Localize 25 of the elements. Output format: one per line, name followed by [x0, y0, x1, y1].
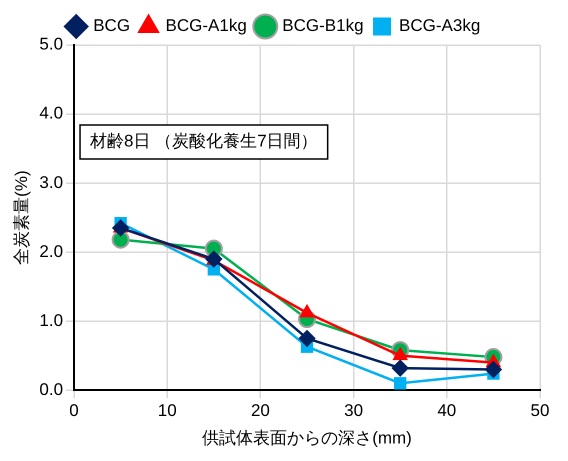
point [112, 219, 130, 236]
point [394, 377, 406, 390]
x-tick-label: 20 [250, 401, 270, 420]
x-tick-label: 50 [530, 401, 550, 420]
legend-label: BCG-A3kg [399, 16, 480, 36]
y-tick-label: 0.0 [39, 380, 64, 399]
point [484, 360, 502, 378]
y-axis-title: 全炭素量(%) [12, 170, 31, 265]
legend-label: BCG [93, 16, 130, 36]
legend-label: BCG-B1kg [282, 16, 364, 36]
x-tick-label: 0 [69, 401, 79, 420]
y-tick-label: 4.0 [39, 104, 64, 123]
point [205, 250, 222, 268]
point [298, 330, 316, 347]
x-tick-label: 30 [344, 401, 364, 420]
y-tick-label: 3.0 [39, 172, 64, 192]
x-axis-title: 供試体表面からの深さ(mm) [202, 428, 412, 448]
annotation: 材齢8日 （炭酸化養生7日間） [89, 132, 318, 151]
point [392, 360, 409, 377]
y-tick-label: 5.0 [39, 34, 64, 54]
x-tick-label: 10 [158, 401, 177, 420]
legend-label: BCG-A1kg [166, 16, 247, 36]
y-tick-label: 2.0 [39, 242, 64, 261]
x-tick-label: 40 [437, 401, 456, 420]
y-tick-label: 1.0 [39, 310, 64, 330]
